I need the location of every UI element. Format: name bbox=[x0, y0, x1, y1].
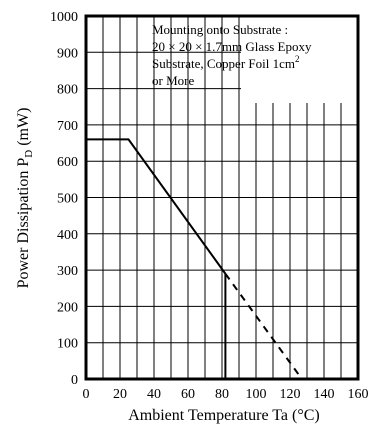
data-series bbox=[86, 138, 303, 380]
x-tick-label: 160 bbox=[348, 387, 369, 402]
y-tick-label: 100 bbox=[57, 337, 78, 352]
y-tick-label: 900 bbox=[57, 46, 78, 61]
y-tick-label: 600 bbox=[57, 155, 78, 170]
y-tick-label: 300 bbox=[57, 264, 78, 279]
annotation-box: Mounting onto Substrate : 20 × 20 × 1.7m… bbox=[152, 15, 358, 103]
annotation-line-3-main: Substrate, Copper Foil 1cm bbox=[152, 56, 295, 71]
annotation-line-1: Mounting onto Substrate : bbox=[152, 22, 288, 37]
x-tick-label: 0 bbox=[83, 387, 90, 402]
x-tick-label: 40 bbox=[147, 387, 161, 402]
y-tick-label: 800 bbox=[57, 83, 78, 98]
series-line-1 bbox=[86, 138, 227, 275]
y-tick-label: 0 bbox=[71, 373, 78, 388]
x-tick-label: 20 bbox=[113, 387, 127, 402]
x-tick-label: 60 bbox=[181, 387, 195, 402]
y-axis-title-subscript: D bbox=[23, 150, 35, 158]
y-axis-title-unit: (mW) bbox=[15, 108, 32, 150]
y-tick-label: 200 bbox=[57, 300, 78, 315]
x-tick-label: 100 bbox=[246, 387, 267, 402]
y-tick-label: 700 bbox=[57, 119, 78, 134]
y-tick-label: 400 bbox=[57, 228, 78, 243]
y-axis-title: Power Dissipation PD (mW) bbox=[15, 108, 35, 289]
x-tick-labels: 0 20 40 60 80 100 120 140 160 bbox=[83, 387, 369, 402]
series-line-2 bbox=[224, 273, 303, 380]
y-tick-labels: 0 100 200 300 400 500 600 700 800 900 1000 bbox=[50, 10, 78, 388]
annotation-background bbox=[241, 15, 358, 103]
plot-frame bbox=[84, 14, 360, 381]
y-tick-label: 500 bbox=[57, 192, 78, 207]
annotation-line-2: 20 × 20 × 1.7mm Glass Epoxy bbox=[152, 39, 312, 54]
x-tick-label: 140 bbox=[314, 387, 335, 402]
y-tick-label: 1000 bbox=[50, 10, 78, 25]
annotation-line-4: or More bbox=[152, 73, 194, 88]
y-axis-title-main: Power Dissipation P bbox=[15, 158, 32, 289]
x-tick-label: 120 bbox=[280, 387, 301, 402]
x-axis-title: Ambient Temperature Ta (°C) bbox=[128, 407, 320, 424]
annotation-line-3: Substrate, Copper Foil 1cm2 bbox=[152, 54, 300, 71]
annotation-line-3-superscript: 2 bbox=[295, 54, 300, 64]
x-tick-label: 80 bbox=[215, 387, 229, 402]
